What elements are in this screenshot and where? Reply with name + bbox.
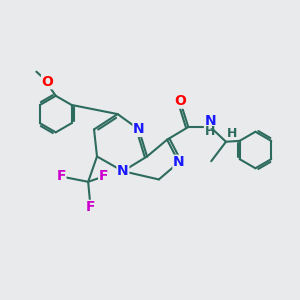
Text: N: N [133, 122, 145, 136]
Text: O: O [174, 94, 186, 108]
Text: H: H [227, 127, 238, 140]
Text: N: N [117, 164, 129, 178]
Text: F: F [56, 169, 66, 184]
Text: O: O [42, 75, 53, 89]
Text: H: H [205, 125, 215, 138]
Text: N: N [205, 114, 216, 128]
Text: F: F [86, 200, 95, 214]
Text: N: N [173, 155, 185, 170]
Text: F: F [99, 169, 108, 184]
